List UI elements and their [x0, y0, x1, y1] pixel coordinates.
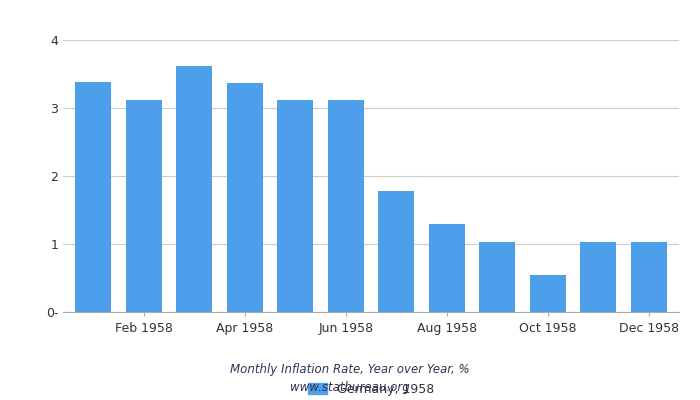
Bar [479, 242, 515, 312]
Bar [277, 100, 314, 312]
Bar [176, 66, 213, 312]
Bar [631, 242, 667, 312]
Bar [529, 275, 566, 312]
Bar [378, 191, 414, 312]
Bar [227, 83, 263, 312]
Bar [75, 82, 111, 312]
Legend: Germany, 1958: Germany, 1958 [303, 378, 439, 400]
Bar [328, 100, 364, 312]
Text: Monthly Inflation Rate, Year over Year, %: Monthly Inflation Rate, Year over Year, … [230, 364, 470, 376]
Text: www.statbureau.org: www.statbureau.org [290, 382, 410, 394]
Bar [125, 100, 162, 312]
Bar [428, 224, 465, 312]
Bar [580, 242, 617, 312]
